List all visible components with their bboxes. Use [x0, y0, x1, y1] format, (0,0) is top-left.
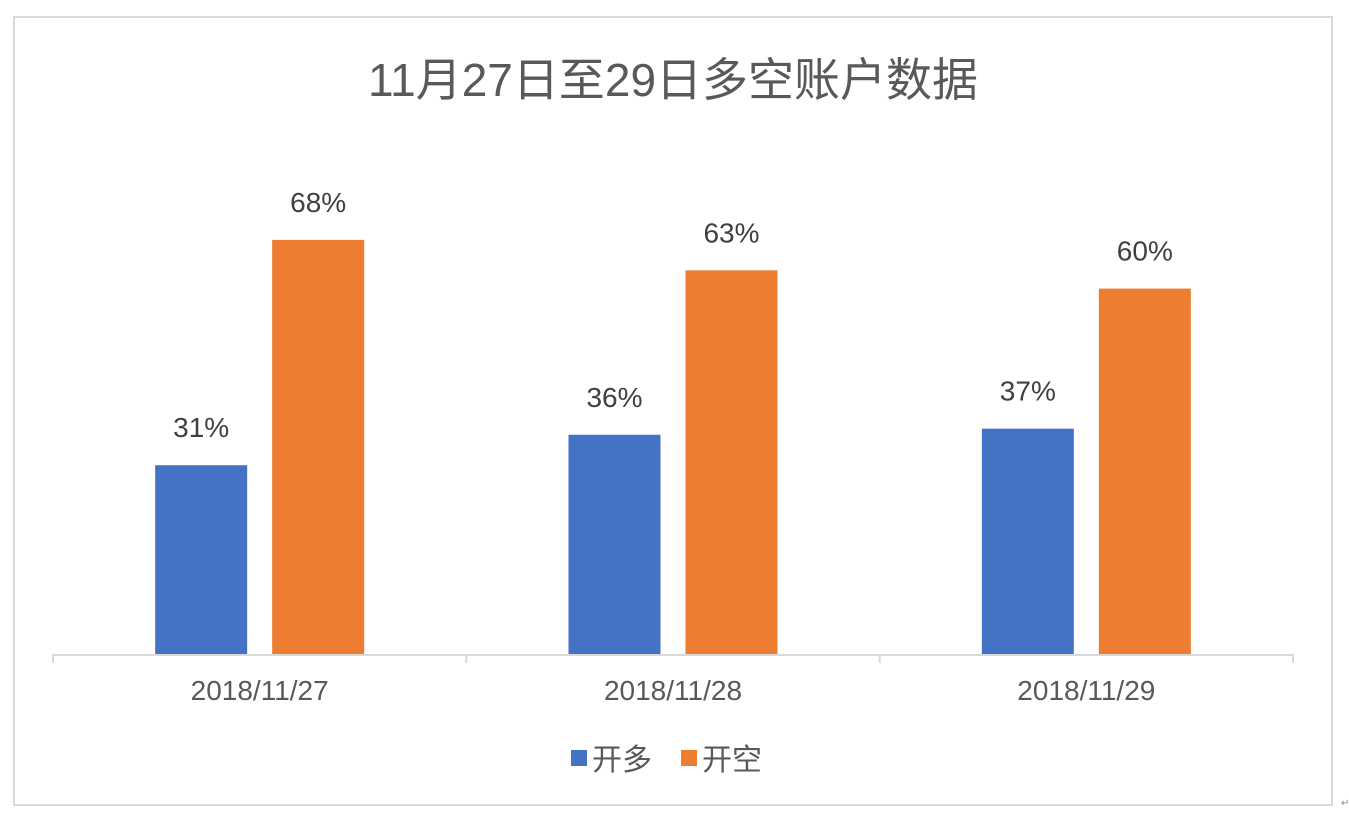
legend-label-short: 开空 [702, 744, 762, 777]
legend-swatch-long [571, 750, 587, 766]
bars-group [155, 239, 1191, 654]
data-labels-group: 31% 68% 36% 63% 37% 60% [173, 187, 1173, 443]
data-label-short-3: 60% [1117, 236, 1173, 267]
bar-long-1 [155, 465, 248, 654]
data-label-long-3: 37% [1000, 376, 1056, 407]
bar-short-3 [1098, 288, 1191, 654]
bar-long-3 [981, 428, 1074, 654]
data-label-short-2: 63% [703, 217, 759, 248]
bar-short-2 [685, 270, 778, 654]
return-mark: ↵ [1341, 798, 1349, 809]
data-label-short-1: 68% [290, 187, 346, 218]
data-label-long-2: 36% [586, 382, 642, 413]
chart-title: 11月27日至29日多空账户数据 [368, 54, 978, 106]
bar-long-2 [568, 434, 661, 654]
x-tick-label: 2018/11/29 [1017, 675, 1155, 706]
legend: 开多 开空 [571, 744, 762, 777]
bar-short-1 [272, 239, 365, 654]
x-tick-label: 2018/11/28 [604, 675, 742, 706]
legend-label-long: 开多 [592, 744, 652, 777]
data-label-long-1: 31% [173, 412, 229, 443]
legend-swatch-short [681, 750, 697, 766]
x-tick-label: 2018/11/27 [191, 675, 329, 706]
x-axis: 2018/11/27 2018/11/28 2018/11/29 [52, 654, 1294, 706]
